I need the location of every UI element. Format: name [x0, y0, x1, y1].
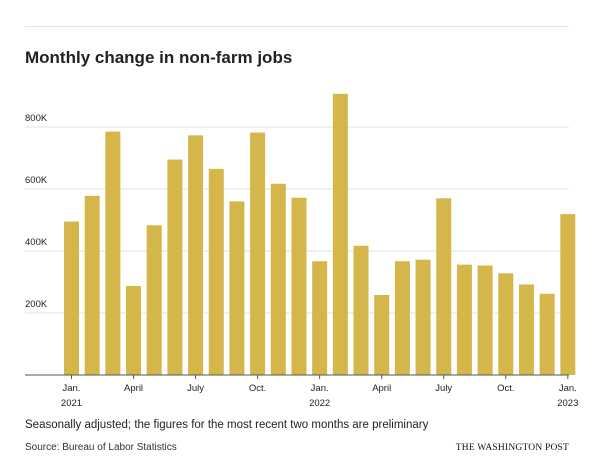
- bar-mar-2021: [105, 131, 121, 375]
- x-tick-label: Oct.: [249, 383, 266, 394]
- source-text: Source: Bureau of Labor Statistics: [25, 442, 177, 453]
- publisher-logo: THE WASHINGTON POST: [455, 443, 569, 453]
- x-tick-year-label: 2022: [309, 398, 330, 409]
- bar-nov-2021: [270, 183, 286, 375]
- bar-nov-2022: [518, 284, 534, 375]
- x-axis: Jan. 2021 April July Oct. Jan. 2022 April July Oc…: [25, 374, 578, 409]
- bar-aug-2021: [208, 168, 224, 375]
- bar-aug-2022: [456, 264, 472, 375]
- x-tick-label: Oct.: [497, 383, 514, 394]
- top-rule: [25, 26, 569, 27]
- bar-dec-2021: [291, 197, 307, 375]
- x-tick-label: April: [372, 383, 391, 394]
- y-tick-label: 200K: [25, 299, 48, 310]
- bar-apr-2022: [374, 295, 390, 375]
- x-tick-year-label: 2023: [557, 398, 578, 409]
- bar-jun-2021: [167, 159, 183, 375]
- y-tick-label: 600K: [25, 175, 48, 186]
- x-tick-label: April: [124, 383, 143, 394]
- bar-apr-2021: [126, 286, 142, 375]
- bar-may-2021: [146, 225, 162, 375]
- x-tick-label: July: [187, 383, 204, 394]
- bar-sep-2022: [477, 265, 493, 375]
- x-tick-label: Jan.: [559, 383, 577, 394]
- bar-jul-2021: [188, 135, 204, 375]
- bar-jun-2022: [415, 259, 431, 375]
- bar-oct-2021: [250, 132, 266, 375]
- bar-jan-2023: [560, 214, 576, 375]
- y-tick-label: 800K: [25, 113, 48, 124]
- x-tick-year-label: 2021: [61, 398, 82, 409]
- bar-feb-2021: [84, 195, 100, 375]
- bar-may-2022: [394, 261, 410, 375]
- bar-sep-2021: [229, 201, 245, 375]
- bar-dec-2022: [539, 293, 555, 375]
- chart-note: Seasonally adjusted; the figures for the…: [25, 419, 429, 431]
- bars: [64, 93, 576, 375]
- x-tick-label: July: [435, 383, 452, 394]
- y-tick-label: 400K: [25, 237, 48, 248]
- x-tick-label: Jan.: [63, 383, 81, 394]
- bar-oct-2022: [498, 273, 514, 375]
- bar-jan-2021: [64, 221, 79, 375]
- x-tick-label: Jan.: [311, 383, 329, 394]
- bar-jul-2022: [436, 198, 452, 375]
- bar-mar-2022: [353, 245, 369, 375]
- chart-title: Monthly change in non-farm jobs: [25, 48, 293, 67]
- bar-jan-2022: [312, 261, 328, 375]
- bar-feb-2022: [332, 93, 348, 375]
- y-axis-labels: 200K 400K 600K 800K: [25, 113, 48, 310]
